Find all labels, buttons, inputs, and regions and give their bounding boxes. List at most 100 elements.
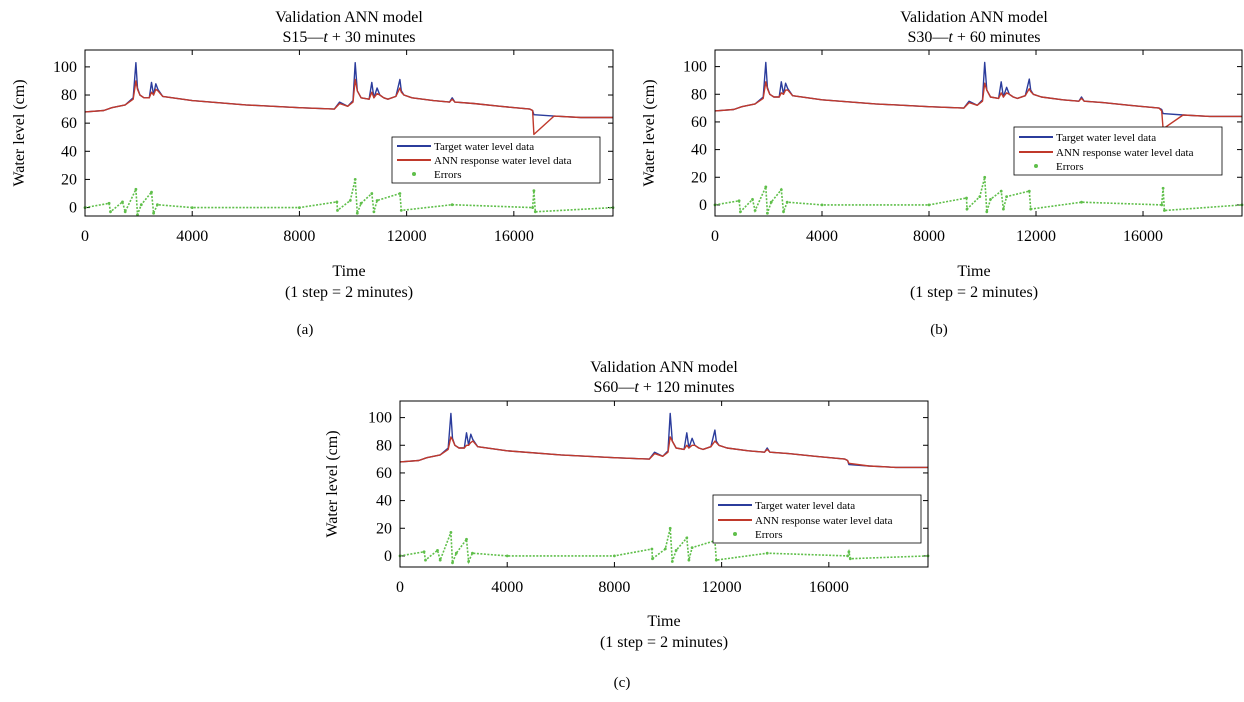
series-errors-point — [424, 558, 427, 562]
series-errors-point — [739, 210, 742, 214]
series-errors-point — [1163, 209, 1166, 212]
series-errors-point — [651, 557, 654, 561]
series-errors-point — [454, 551, 458, 555]
y-tick-label: 60 — [61, 115, 77, 132]
series-errors-point — [359, 201, 363, 205]
series-errors-point — [820, 203, 824, 207]
x-tick-label: 16000 — [809, 579, 849, 596]
chart-svg-c: Validation ANN model S60—t + 120 minutes… — [324, 359, 930, 691]
series-errors-point — [422, 550, 426, 554]
series-errors-point — [533, 210, 537, 214]
y-tick-label: 100 — [368, 410, 392, 427]
x-tick-label: 0 — [81, 228, 89, 245]
series-errors-point — [764, 185, 768, 189]
x-axis-label-c: Time — [647, 613, 680, 630]
series-errors-point — [298, 206, 301, 210]
y-tick-label: 40 — [691, 142, 707, 159]
series-errors-point — [1027, 189, 1031, 193]
y-ticks-a: 0 20 40 60 80 100 — [53, 59, 613, 217]
legend-label-target-a: Target water level data — [434, 141, 534, 153]
chart-panel-c: Validation ANN model S60—t + 120 minutes… — [312, 350, 952, 697]
legend-label-errors-a: Errors — [434, 169, 462, 181]
series-errors-point — [156, 203, 159, 207]
series-errors-point — [779, 188, 783, 192]
series-errors-point — [685, 536, 689, 540]
series-errors-point — [471, 551, 474, 555]
series-errors-point — [438, 558, 442, 562]
series-ann-line — [399, 436, 928, 469]
plot-frame-b — [714, 49, 1243, 217]
series-errors-point — [989, 198, 992, 201]
legend-label-errors-c: Errors — [755, 529, 783, 541]
legend-label-target-b: Target water level data — [1056, 132, 1156, 144]
legend-label-ann-b: ANN response water level data — [1056, 147, 1194, 159]
series-errors-point — [965, 207, 969, 211]
y-tick-label: 100 — [53, 59, 77, 76]
series-errors-point — [650, 547, 654, 551]
series-errors-point — [398, 192, 402, 195]
series-errors-point — [348, 199, 352, 202]
y-tick-label: 80 — [61, 87, 77, 104]
legend-swatch-errors-a — [412, 172, 416, 176]
series-errors-point — [107, 201, 111, 205]
legend-label-ann-a: ANN response water level data — [434, 155, 572, 167]
series-errors-point — [737, 199, 741, 203]
legend-label-errors-b: Errors — [1056, 161, 1084, 173]
series-errors-point — [1029, 207, 1033, 211]
series-errors-line — [84, 179, 614, 217]
x-tick-label: 16000 — [1123, 228, 1163, 245]
x-tick-label: 8000 — [283, 228, 315, 245]
x-tick-label: 16000 — [494, 228, 534, 245]
series-errors-point — [531, 206, 534, 210]
chart-subtitle-b: S30—t + 60 minutes — [907, 29, 1040, 46]
series-errors-point — [674, 549, 678, 552]
series-errors-point — [785, 200, 789, 204]
series-errors-point — [375, 199, 379, 202]
y-ticks-b: 0 20 40 60 80 100 — [683, 59, 1242, 214]
chart-svg-b: Validation ANN model S30—t + 60 minutes … — [641, 9, 1244, 338]
x-tick-label: 4000 — [491, 579, 523, 596]
series-errors-point — [985, 210, 989, 214]
series-errors-point — [965, 196, 968, 200]
series-errors-point — [449, 531, 453, 534]
series-ann-line — [714, 81, 1242, 130]
series-errors-point — [505, 554, 509, 558]
series-errors-point — [335, 200, 339, 204]
x-ticks-c: 0 4000 8000 12000 16000 — [396, 401, 849, 596]
legend-label-ann-c: ANN response water level data — [755, 515, 893, 527]
plot-frame-c — [399, 400, 929, 568]
series-errors-line — [714, 177, 1243, 214]
series-errors-point — [846, 554, 849, 558]
series-errors-point — [152, 211, 156, 215]
series-errors-point — [1080, 200, 1083, 204]
series-target-line — [84, 62, 613, 119]
series-target-line — [714, 61, 1242, 118]
y-tick-label: 20 — [61, 171, 77, 188]
chart-subtitle-c: S60—t + 120 minutes — [593, 379, 734, 396]
series-errors-point — [121, 200, 124, 204]
legend-label-target-c: Target water level data — [755, 500, 855, 512]
series-errors-point — [370, 192, 374, 195]
series-errors-point — [139, 203, 143, 207]
x-tick-label: 0 — [396, 579, 404, 596]
series-errors-point — [136, 213, 139, 217]
series-errors-point — [751, 198, 754, 201]
series-errors-point — [663, 547, 667, 551]
panel-label-a: (a) — [297, 322, 314, 338]
y-axis-label-b: Water level (cm) — [641, 79, 658, 186]
chart-title-b: Validation ANN model — [900, 9, 1048, 26]
x-tick-label: 8000 — [913, 228, 945, 245]
series-errors-point — [983, 175, 987, 179]
y-axis-label-c: Water level (cm) — [324, 430, 341, 537]
chart-subtitle-a: S15—t + 30 minutes — [282, 29, 415, 46]
x-tick-label: 12000 — [387, 228, 427, 245]
series-errors-point — [532, 189, 536, 193]
chart-panel-b: Validation ANN model S30—t + 60 minutes … — [622, 0, 1244, 348]
legend-c: Target water level data ANN response wat… — [712, 494, 922, 544]
legend-b: Target water level data ANN response wat… — [1013, 126, 1223, 176]
series-errors-point — [999, 189, 1003, 193]
chart-title-a: Validation ANN model — [275, 9, 423, 26]
panel-label-c: (c) — [614, 675, 631, 691]
y-tick-label: 20 — [376, 520, 392, 537]
series-errors-point — [190, 206, 194, 210]
